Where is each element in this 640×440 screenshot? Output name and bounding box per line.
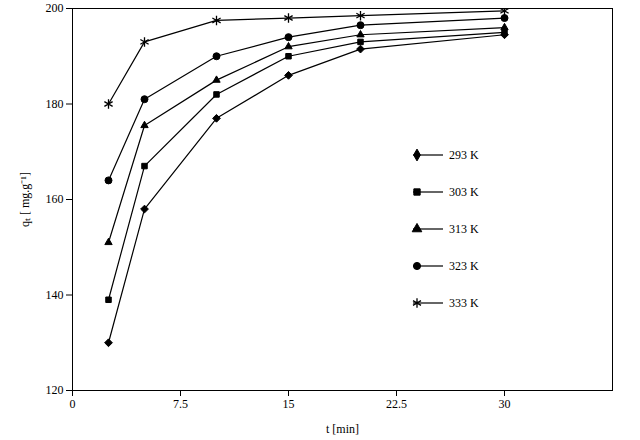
svg-text:160: 160 [46,192,64,206]
svg-text:323 K: 323 K [449,259,479,273]
svg-text:120: 120 [46,383,64,397]
svg-text:333 K: 333 K [449,296,479,310]
svg-text:7.5: 7.5 [173,397,188,411]
svg-text:t [min]: t [min] [326,422,359,436]
svg-text:qₜ [ mg.g⁻¹]: qₜ [ mg.g⁻¹] [18,172,32,227]
svg-text:140: 140 [46,288,64,302]
svg-text:15: 15 [283,397,295,411]
svg-text:293 K: 293 K [449,148,479,162]
svg-text:313 K: 313 K [449,222,479,236]
svg-text:30: 30 [499,397,511,411]
svg-text:22.5: 22.5 [386,397,407,411]
svg-text:200: 200 [46,1,64,15]
svg-text:303 K: 303 K [449,185,479,199]
svg-text:0: 0 [70,397,76,411]
svg-text:180: 180 [46,97,64,111]
